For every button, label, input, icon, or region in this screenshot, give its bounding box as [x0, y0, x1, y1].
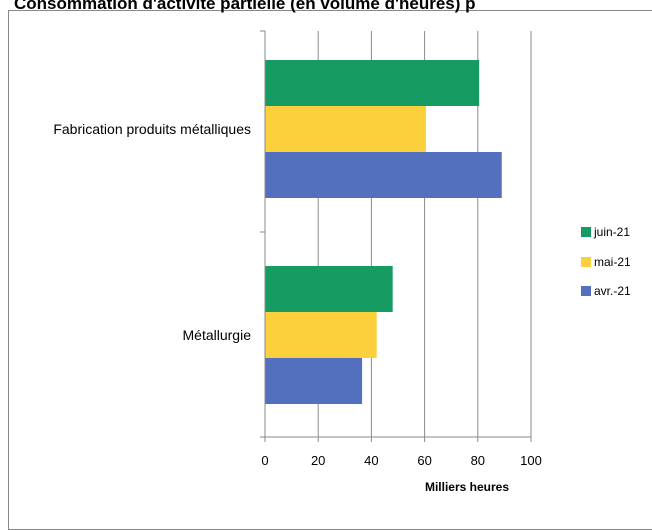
legend-swatch	[581, 257, 591, 267]
legend-label: avr.-21	[594, 284, 631, 298]
legend-label: juin-21	[593, 225, 630, 239]
category-label: Métallurgie	[183, 327, 252, 343]
bar	[265, 312, 377, 358]
bar	[265, 106, 426, 152]
legend-swatch	[581, 286, 591, 296]
legend-label: mai-21	[594, 255, 631, 269]
x-tick-label: 40	[364, 453, 378, 468]
x-tick-label: 100	[520, 453, 542, 468]
chart-title: Consommation d'activité partielle (en vo…	[14, 0, 476, 13]
x-tick-label: 60	[417, 453, 431, 468]
x-tick-label: 0	[261, 453, 268, 468]
bar	[265, 60, 480, 106]
category-label: Fabrication produits métalliques	[53, 121, 251, 137]
x-tick-label: 80	[471, 453, 485, 468]
bar	[265, 152, 502, 198]
x-axis-title: Milliers heures	[425, 480, 509, 494]
bar	[265, 266, 393, 312]
legend-swatch	[581, 227, 591, 237]
chart-plot: 0 20 40 60 80 100 Fabrication produits métalli…	[53, 30, 631, 494]
x-tick-label: 20	[311, 453, 325, 468]
chart-frame: Consommation d'activité partielle (en vo…	[8, 0, 652, 530]
bar	[265, 358, 363, 404]
